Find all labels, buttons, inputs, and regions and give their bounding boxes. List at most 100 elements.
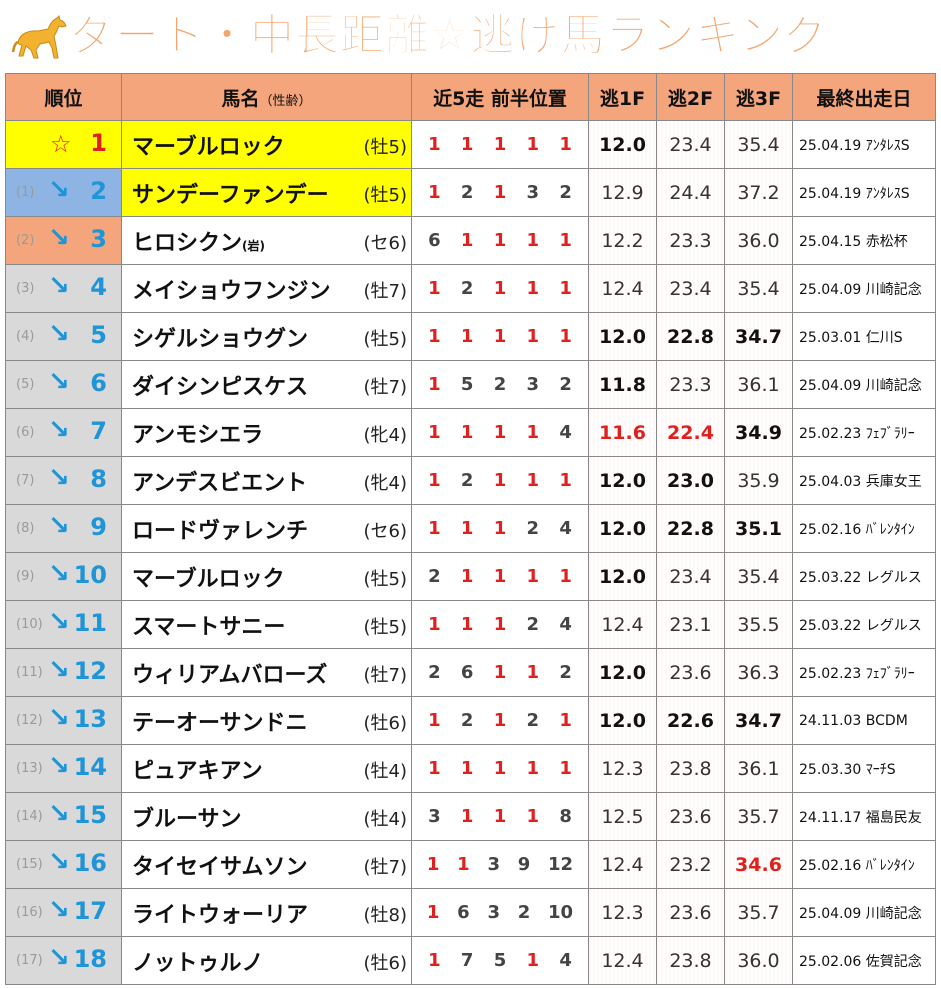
down-arrow-icon: ↘: [48, 223, 70, 253]
horse-name: タイセイサムソン: [132, 849, 308, 881]
position-value: 1: [526, 230, 540, 251]
horse-name-text: アンモシエラ: [132, 423, 264, 448]
down-arrow-icon: ↘: [48, 799, 70, 829]
rank-cell: (10) ↘ 11: [5, 600, 122, 649]
position-value: 1: [559, 566, 572, 587]
horse-name-cell: メイショウフンジン (牡7): [121, 264, 412, 313]
position-value: 2: [428, 662, 441, 683]
horse-name: アンデスビエント: [132, 465, 307, 497]
split-f3: 35.5: [724, 600, 793, 649]
horse-name-cell: タイセイサムソン (牡7): [121, 840, 412, 889]
horse-name: アンモシエラ: [132, 417, 263, 449]
down-arrow-icon: ↘: [48, 271, 70, 301]
down-arrow-icon: ↘: [48, 943, 70, 973]
rank-cell: (4) ↘ 5: [5, 312, 122, 361]
horse-name-text: ブルーサン: [132, 807, 242, 832]
position-value: 1: [460, 134, 474, 155]
split-f2: 23.8: [656, 936, 725, 985]
rank-cell: (14) ↘ 15: [5, 792, 122, 841]
last-race-date: 25.02.06 佐賀記念: [792, 936, 936, 985]
split-f1: 12.0: [588, 552, 657, 601]
horse-name-cell: ウィリアムバローズ (牡7): [121, 648, 412, 697]
table-row: (15) ↘ 16 タイセイサムソン (牡7) 1 1 3 9 12 12.4 23.2 34.6 25.…: [5, 840, 936, 889]
position-value: 3: [487, 854, 500, 875]
horse-name: ロードヴァレンチ: [132, 513, 308, 545]
position-value: 2: [526, 710, 540, 731]
header-name-label: 馬名: [221, 87, 260, 110]
rank-number: 14: [73, 753, 107, 781]
previous-rank: (12): [16, 713, 43, 728]
split-f3: 36.1: [724, 744, 793, 793]
table-row: (16) ↘ 17 ライトウォーリア (牡8) 1 6 3 2 10 12.3 23.6 35.7 25.…: [5, 888, 936, 937]
previous-rank: (5): [16, 377, 35, 392]
previous-rank: (13): [16, 761, 43, 776]
position-value: 1: [493, 182, 507, 203]
horse-name-text: マーブルロック: [132, 567, 285, 592]
last-race-date: 25.03.22 レグルス: [792, 600, 936, 649]
rank-cell: (7) ↘ 8: [5, 456, 122, 505]
last-race-date: 25.04.15 赤松杯: [792, 216, 936, 265]
header-position: 近5走 前半位置: [411, 73, 589, 121]
rank-number: 1: [90, 129, 107, 157]
position-value: 1: [428, 758, 441, 779]
previous-rank: (4): [16, 329, 35, 344]
position-value: 1: [428, 710, 441, 731]
rank-number: 10: [73, 561, 107, 589]
split-f1: 11.8: [588, 360, 657, 409]
position-value: 1: [493, 134, 507, 155]
horse-name: ヒロシクン(岩): [132, 225, 265, 257]
rank-number: 3: [90, 225, 107, 253]
previous-rank: (6): [16, 425, 35, 440]
header-name: 馬名（性齢）: [121, 73, 412, 121]
position-value: 1: [426, 902, 440, 923]
down-arrow-icon: ↘: [48, 511, 70, 541]
position-value: 1: [559, 278, 572, 299]
last-race-date: 25.04.09 川崎記念: [792, 888, 936, 937]
position-value: 6: [457, 902, 470, 923]
last-race-date: 25.03.22 レグルス: [792, 552, 936, 601]
horse-icon: [12, 15, 67, 59]
position-value: 1: [526, 950, 540, 971]
position-value: 1: [460, 806, 474, 827]
last-race-date: 25.04.19 ｱﾝﾀﾚｽS: [792, 120, 936, 169]
table-row: (10) ↘ 11 スマートサニー (牡5) 1 1 1 2 4 12.4 23.1 35.5 25.03…: [5, 600, 936, 649]
table-row: (6) ↘ 7 アンモシエラ (牝4) 1 1 1 1 4 11.6 22.4 34.9 25.02.23…: [5, 408, 936, 457]
horse-name-cell: スマートサニー (牡5): [121, 600, 412, 649]
horse-name: ピュアキアン: [132, 753, 263, 785]
last-race-date: 25.03.01 仁川S: [792, 312, 936, 361]
position-value: 2: [517, 902, 531, 923]
position-value: 2: [559, 662, 572, 683]
last-race-date: 25.04.03 兵庫女王: [792, 456, 936, 505]
last-race-date: 25.03.30 ﾏｰﾁS: [792, 744, 936, 793]
position-value: 2: [526, 518, 540, 539]
split-f2: 22.8: [656, 312, 725, 361]
split-f3: 35.4: [724, 264, 793, 313]
horse-name-text: ライトウォーリア: [132, 903, 309, 928]
previous-rank: (16): [16, 905, 43, 920]
split-f2: 23.2: [656, 840, 725, 889]
position-value: 4: [559, 422, 572, 443]
down-arrow-icon: ↘: [48, 847, 70, 877]
table-row: (13) ↘ 14 ピュアキアン (牡4) 1 1 1 1 1 12.3 23.8 36.1 25.03.…: [5, 744, 936, 793]
sex-age: (セ6): [363, 521, 408, 542]
position-value: 2: [493, 374, 507, 395]
table-row: (3) ↘ 4 メイショウフンジン (牡7) 1 2 1 1 1 12.4 23.4 35.4 25.04…: [5, 264, 936, 313]
down-arrow-icon: ↘: [48, 607, 70, 637]
split-f2: 23.4: [656, 264, 725, 313]
rank-number: 17: [73, 897, 107, 925]
sex-age: (牡4): [363, 761, 408, 782]
position-value: 1: [457, 854, 470, 875]
position-value: 7: [460, 950, 474, 971]
position-value: 12: [548, 854, 574, 875]
split-f3: 34.9: [724, 408, 793, 457]
header-f2: 逃2F: [656, 73, 725, 121]
table-row: (12) ↘ 13 テーオーサンドニ (牡6) 1 2 1 2 1 12.0 22.6 34.7 24.1…: [5, 696, 936, 745]
position-value: 2: [428, 566, 441, 587]
position-value: 6: [428, 230, 441, 251]
split-f1: 12.0: [588, 504, 657, 553]
split-f3: 36.3: [724, 648, 793, 697]
